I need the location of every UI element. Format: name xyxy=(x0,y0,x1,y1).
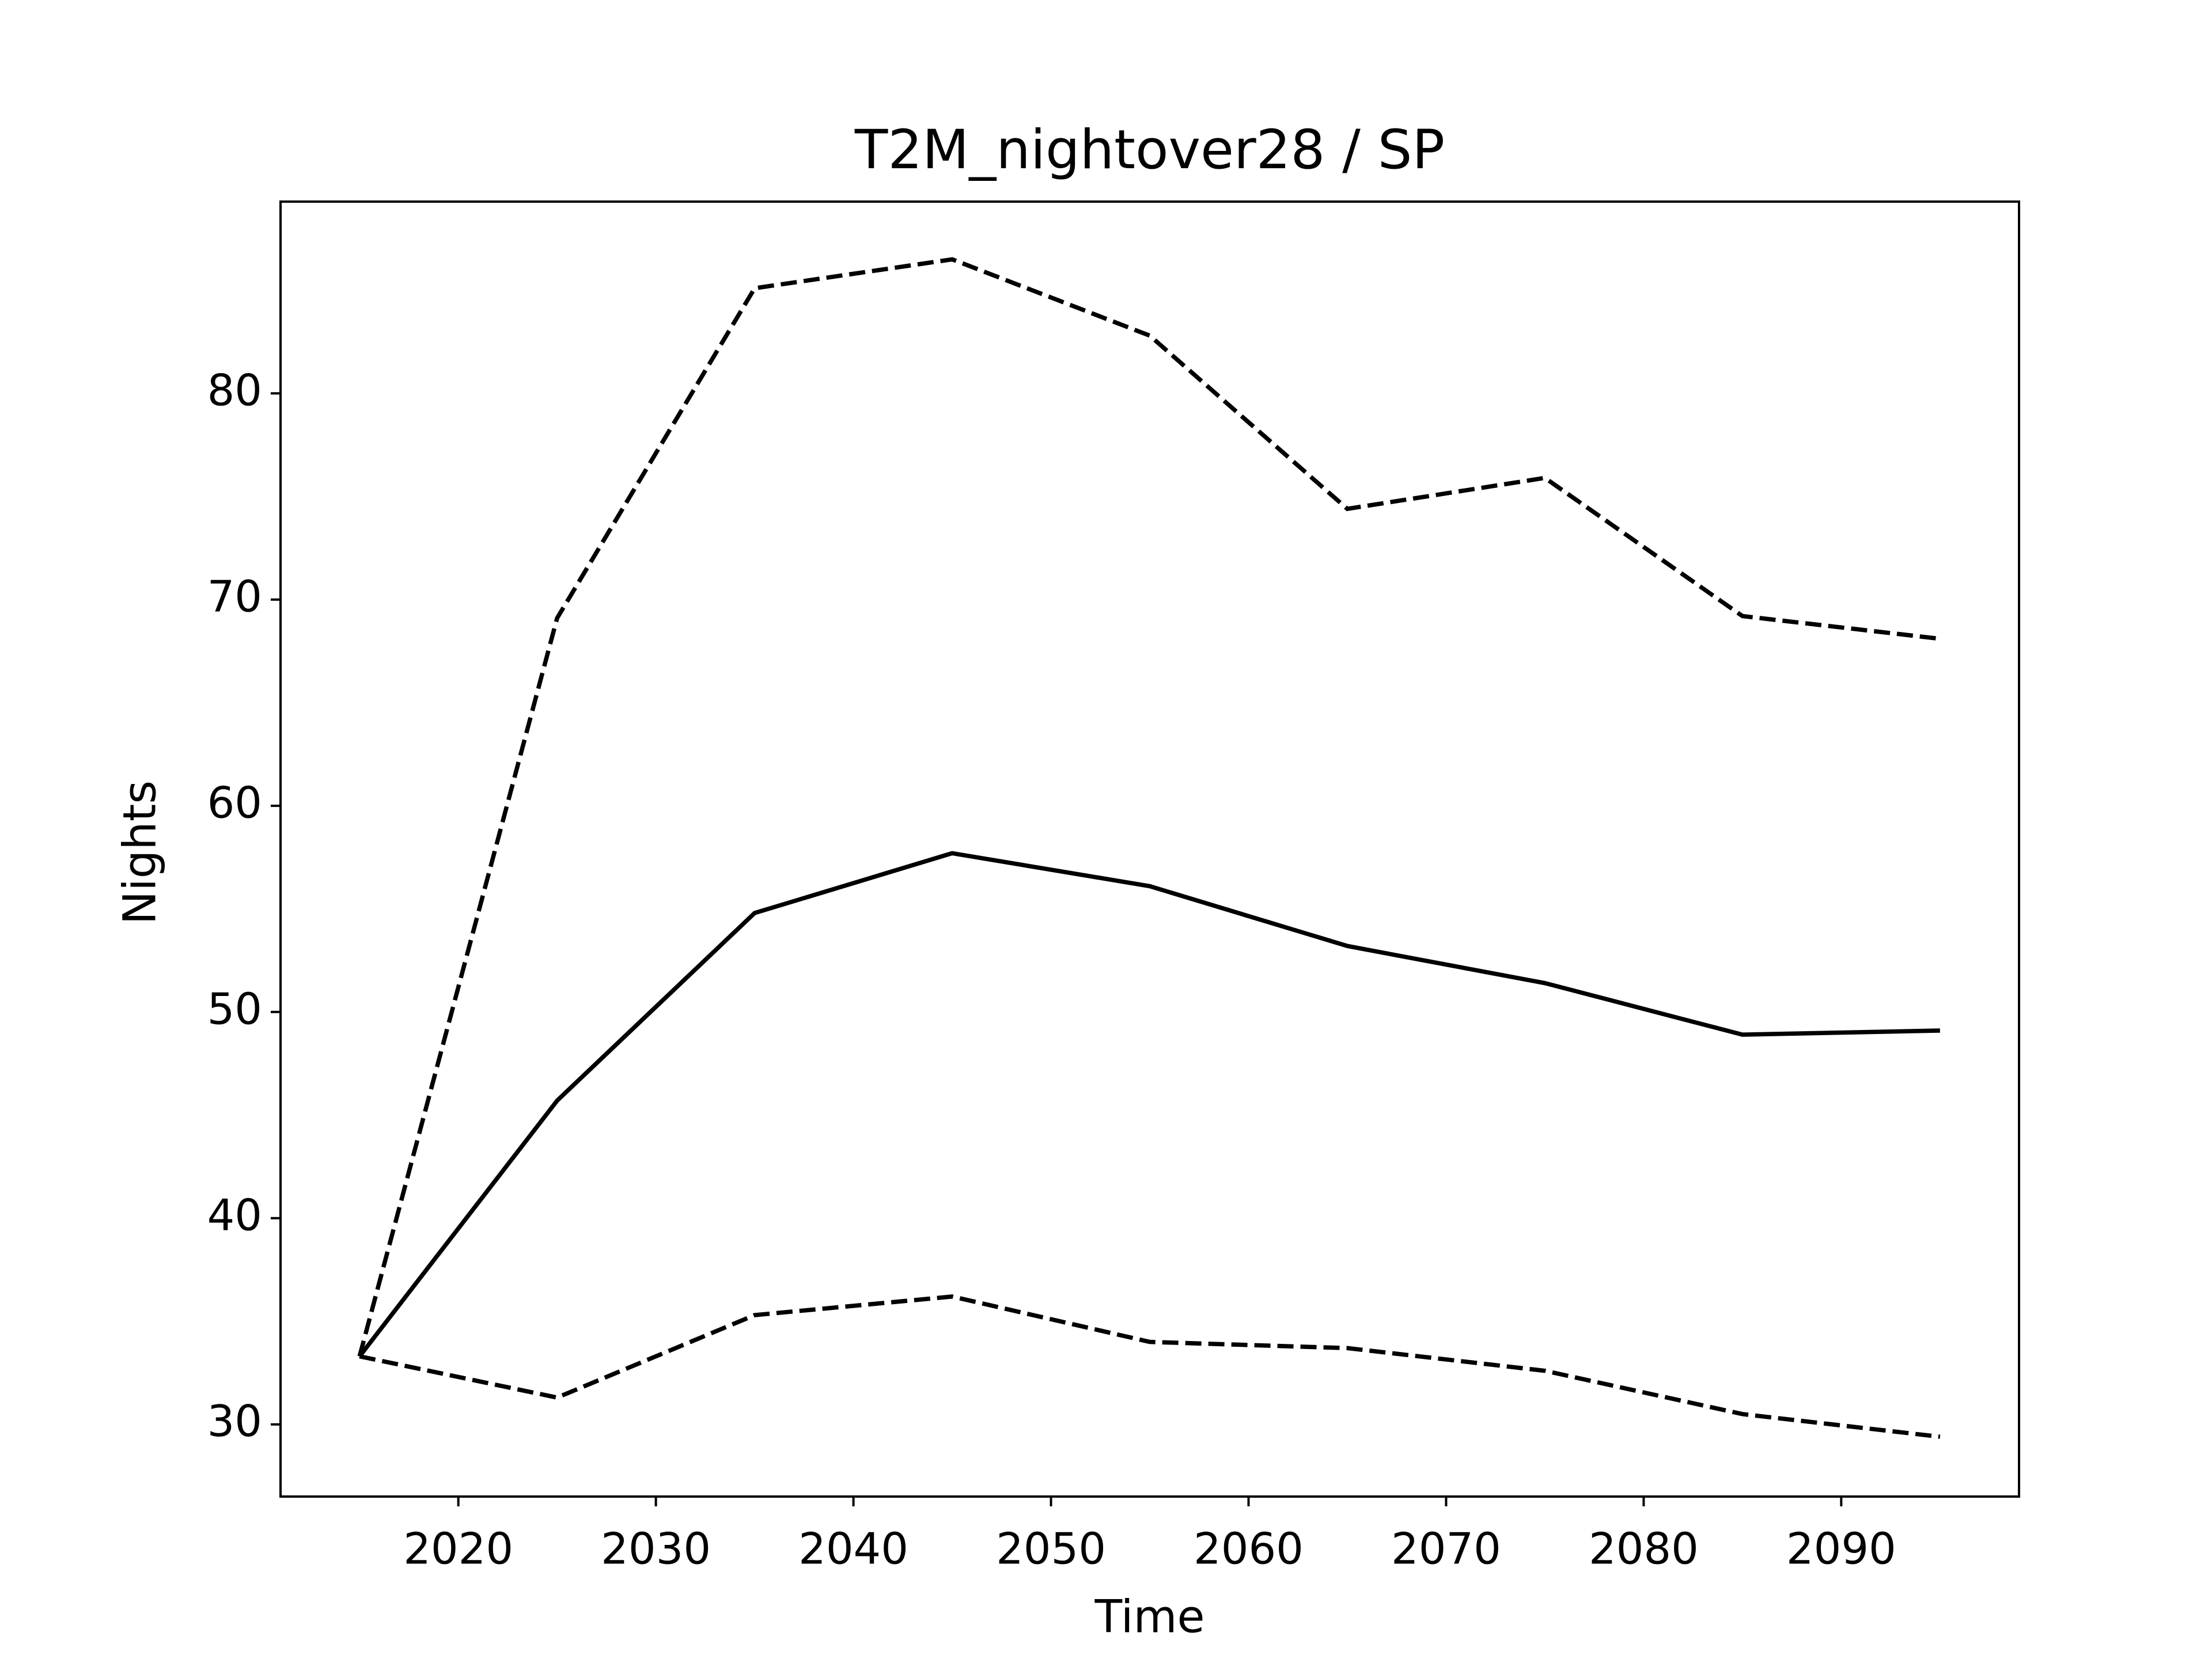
y-tick-label: 30 xyxy=(207,1396,262,1446)
y-axis-label: Nights xyxy=(114,781,166,925)
series-line xyxy=(359,1294,1941,1439)
chart-title: T2M_nightover28 / SP xyxy=(854,119,1445,181)
x-axis-label: Time xyxy=(1094,1591,1205,1643)
x-tick-label: 2090 xyxy=(1786,1524,1896,1574)
y-tick-label: 70 xyxy=(207,571,262,622)
x-tick-label: 2060 xyxy=(1194,1524,1304,1574)
x-tick-label: 2080 xyxy=(1589,1524,1699,1574)
x-tick-label: 2030 xyxy=(601,1524,711,1574)
series-line xyxy=(358,851,1940,1358)
y-tick-label: 60 xyxy=(207,777,262,828)
y-tick-label: 80 xyxy=(207,365,262,415)
y-tick-label: 40 xyxy=(207,1190,262,1240)
x-tick-label: 2040 xyxy=(798,1524,908,1574)
plot-frame xyxy=(279,200,2020,1498)
y-tick-label: 50 xyxy=(207,983,262,1034)
x-tick-label: 2070 xyxy=(1391,1524,1501,1574)
x-tick-label: 2050 xyxy=(996,1524,1106,1574)
x-tick-label: 2020 xyxy=(403,1524,513,1574)
